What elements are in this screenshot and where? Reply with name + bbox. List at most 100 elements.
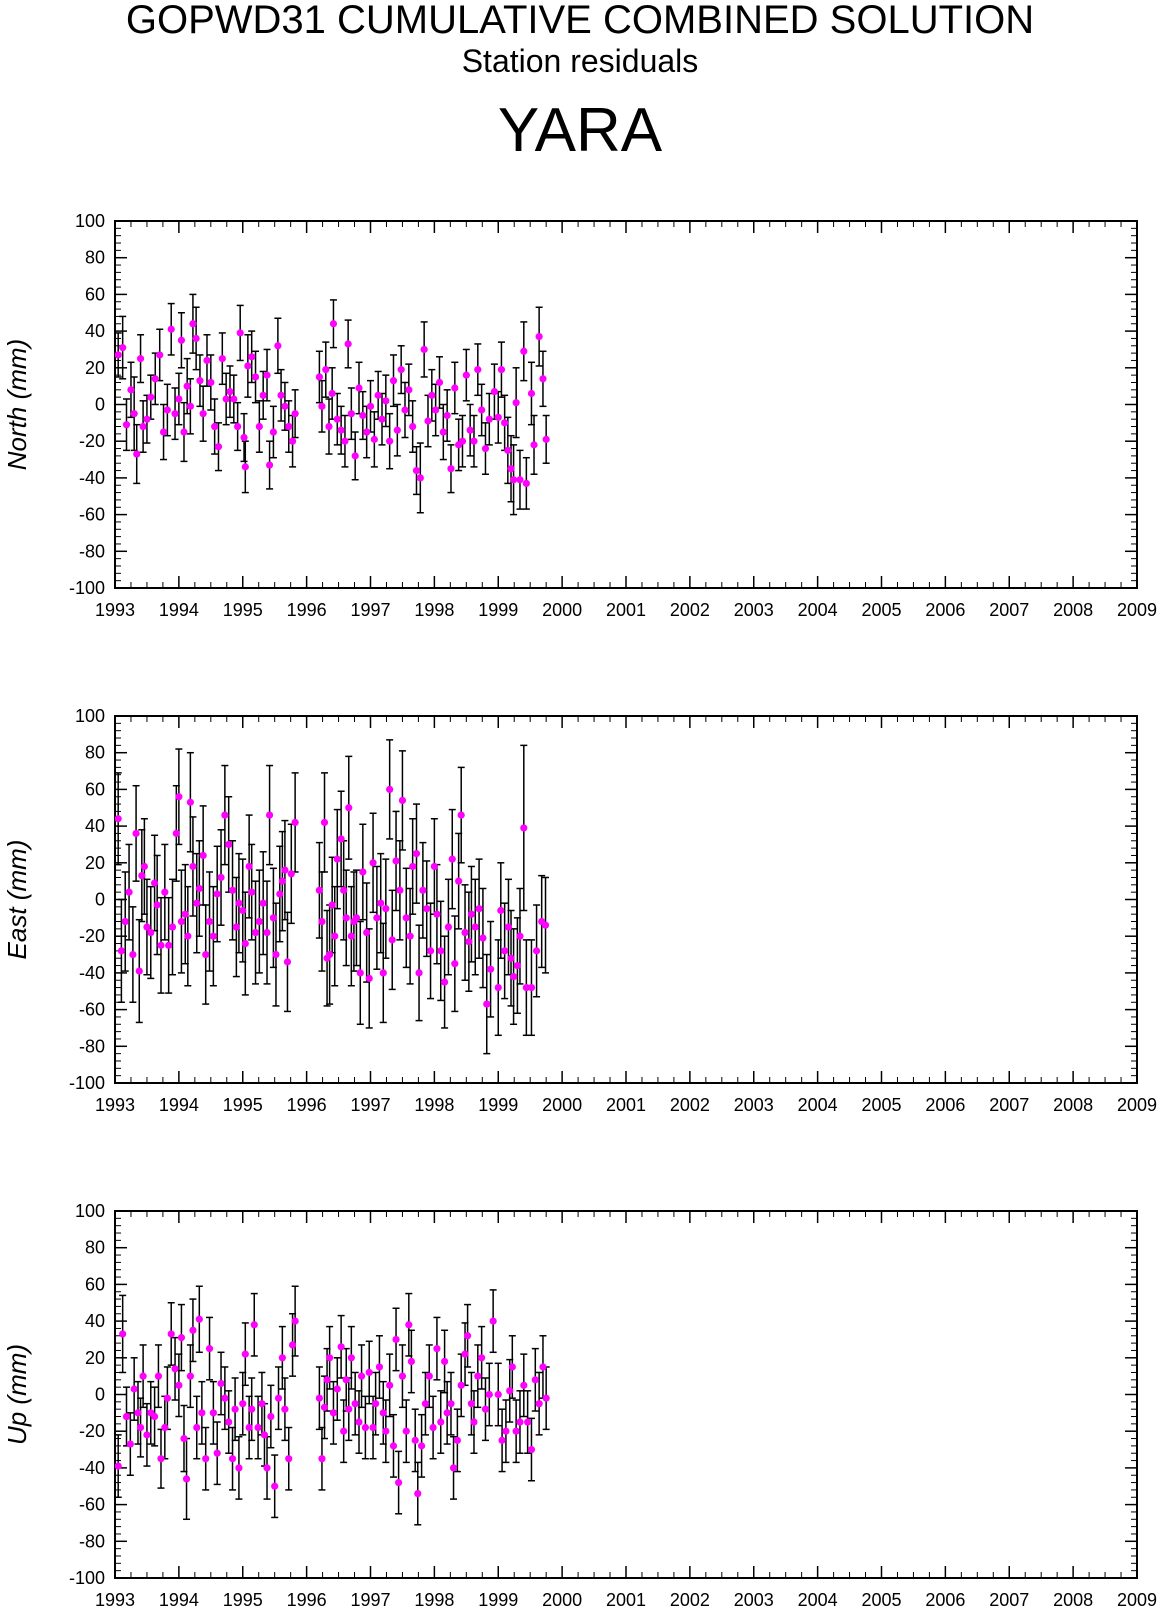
data-point (365, 1368, 373, 1377)
data-point (183, 382, 191, 390)
data-point (345, 1405, 353, 1413)
x-tick-label: 1994 (159, 1590, 199, 1610)
data-point (423, 905, 431, 913)
data-point (203, 356, 211, 365)
data-point (494, 1390, 502, 1399)
data-point (437, 1418, 445, 1426)
data-point (516, 476, 524, 484)
data-point (461, 928, 469, 937)
y-tick-label: 80 (85, 248, 105, 268)
data-point (451, 384, 459, 392)
data-point (420, 345, 428, 354)
data-point (527, 389, 536, 398)
y-tick-label: 100 (75, 706, 105, 726)
data-point (379, 969, 387, 977)
data-point (245, 1423, 253, 1432)
data-point (209, 1409, 217, 1417)
x-tick-label: 1993 (95, 1095, 135, 1115)
data-point (288, 437, 297, 445)
data-point (386, 785, 394, 794)
data-point (379, 1409, 387, 1417)
data-point (315, 886, 323, 894)
data-point (386, 1381, 394, 1389)
data-point (199, 851, 207, 860)
data-point (479, 934, 487, 942)
data-point (398, 1372, 407, 1380)
data-point (449, 1464, 458, 1472)
data-point (372, 1400, 380, 1408)
data-point (337, 426, 345, 434)
x-tick-label: 2004 (798, 1095, 838, 1115)
data-point (440, 978, 449, 986)
data-point (374, 391, 382, 399)
data-point (328, 389, 336, 398)
chart-subtitle: Station residuals (461, 43, 699, 79)
data-point (531, 1376, 539, 1384)
data-point (241, 939, 249, 948)
data-point (516, 932, 524, 940)
y-tick-label: 80 (85, 1238, 105, 1258)
data-point (389, 1442, 398, 1450)
data-point (333, 1385, 341, 1393)
x-tick-label: 2007 (989, 1095, 1029, 1115)
x-tick-label: 1995 (223, 600, 263, 620)
data-point (347, 410, 355, 418)
y-tick-label: -60 (79, 505, 105, 525)
data-point (375, 1363, 384, 1371)
x-tick-label: 2005 (861, 600, 901, 620)
data-point (527, 1445, 536, 1454)
y-tick-label: 20 (85, 358, 105, 378)
y-tick-label: 0 (95, 890, 105, 910)
data-point (239, 906, 247, 915)
data-point (157, 941, 165, 949)
data-point (501, 947, 509, 955)
data-point (156, 351, 164, 359)
chart-title: GOPWD31 CUMULATIVE COMBINED SOLUTION (125, 0, 1035, 42)
data-point (318, 1455, 326, 1463)
data-point (485, 1390, 493, 1399)
x-tick-label: 1997 (350, 1095, 390, 1115)
data-point (171, 1365, 179, 1373)
x-tick-label: 1999 (478, 600, 518, 620)
data-point (516, 1418, 524, 1426)
data-point (539, 375, 547, 383)
data-point (318, 917, 326, 926)
y-tick-label: 60 (85, 284, 105, 304)
data-point (340, 886, 348, 894)
data-point (318, 402, 326, 410)
data-point (234, 422, 242, 431)
x-tick-label: 2008 (1053, 600, 1093, 620)
data-point (342, 914, 350, 922)
x-tick-label: 1996 (287, 1590, 327, 1610)
data-point (483, 1000, 491, 1008)
data-point (366, 402, 375, 410)
data-point (458, 437, 467, 445)
x-tick-label: 1996 (287, 600, 327, 620)
data-point (478, 406, 486, 414)
x-tick-label: 1995 (223, 1590, 263, 1610)
data-point (181, 910, 189, 918)
y-tick-label: 100 (75, 1201, 105, 1221)
data-point (122, 421, 131, 429)
data-point (231, 1405, 239, 1413)
data-point (276, 890, 284, 898)
data-point (363, 428, 371, 436)
data-layer (115, 739, 550, 1055)
data-point (426, 947, 435, 955)
data-point (337, 835, 345, 843)
data-point (139, 1372, 147, 1380)
station-name: YARA (497, 96, 663, 165)
x-tick-label: 1998 (414, 600, 454, 620)
data-point (278, 877, 286, 885)
x-tick-label: 2003 (734, 1095, 774, 1115)
data-point (369, 859, 377, 867)
data-point (134, 1409, 142, 1417)
data-point (315, 373, 323, 381)
data-point (378, 415, 386, 423)
data-point (401, 406, 409, 414)
data-point (412, 850, 421, 858)
x-tick-label: 2005 (861, 1095, 901, 1115)
data-point (259, 899, 267, 907)
data-point (281, 866, 289, 874)
